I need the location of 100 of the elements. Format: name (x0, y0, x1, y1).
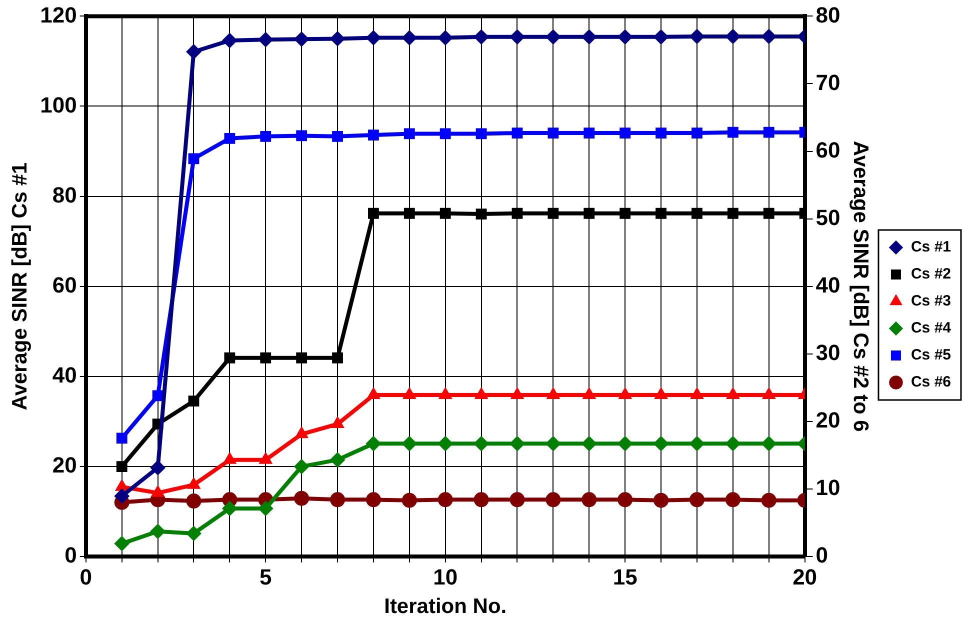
point (366, 436, 381, 452)
point (294, 32, 310, 47)
point (654, 436, 669, 452)
legend-label: Cs #5 (910, 346, 952, 364)
y-tick-label: 60 (52, 272, 77, 298)
point (224, 132, 236, 144)
x-tick-label: 5 (260, 564, 272, 590)
point (692, 208, 702, 219)
y2-tick-label: 0 (816, 542, 828, 568)
point (582, 436, 597, 452)
point (186, 44, 202, 60)
point (763, 126, 774, 138)
point (510, 436, 525, 452)
y-axis-title: Average SINR [dB] Cs #1 (8, 162, 32, 410)
point (584, 208, 595, 219)
point (296, 352, 308, 364)
x-tick-label: 15 (612, 564, 638, 590)
point (188, 396, 200, 407)
point (546, 388, 560, 400)
point (438, 388, 452, 400)
point (656, 128, 666, 138)
y2-tick-label: 30 (816, 340, 840, 365)
point (727, 208, 738, 219)
point (618, 29, 633, 44)
point (222, 500, 238, 516)
point (258, 500, 274, 516)
y-tick-label: 40 (52, 362, 77, 388)
point (546, 29, 561, 44)
y-tick-label: 0 (64, 542, 77, 568)
point (761, 436, 776, 452)
point (366, 388, 380, 400)
point (654, 492, 669, 508)
x-tick-label: 10 (433, 564, 458, 590)
point (689, 492, 704, 508)
point (368, 208, 379, 219)
point (692, 128, 702, 138)
point (294, 459, 310, 474)
point (260, 130, 272, 142)
point (762, 388, 776, 400)
point (618, 388, 632, 400)
x-axis-title: Iteration No. (384, 595, 507, 618)
point (438, 492, 453, 508)
point (150, 524, 166, 539)
point (402, 30, 417, 46)
point (188, 153, 200, 164)
point (440, 128, 451, 140)
point (440, 208, 451, 219)
point (438, 30, 453, 46)
point (476, 128, 487, 140)
point (726, 388, 740, 400)
legend-label: Cs #4 (910, 320, 952, 337)
point (690, 388, 704, 400)
point (330, 31, 346, 46)
point (330, 416, 344, 428)
point (114, 536, 130, 552)
y2-tick-label: 50 (816, 204, 840, 230)
point (368, 130, 379, 140)
point (476, 208, 487, 220)
y-tick-label: 80 (52, 182, 77, 208)
x-tick-label: 20 (792, 564, 818, 590)
point (725, 436, 740, 452)
point (258, 32, 274, 48)
point (761, 492, 776, 508)
point (295, 426, 308, 438)
point (584, 128, 595, 138)
point (330, 492, 346, 508)
point (548, 128, 559, 138)
point (512, 128, 523, 138)
y2-tick-label: 40 (816, 272, 840, 298)
point (512, 208, 523, 219)
point (548, 208, 559, 219)
point (654, 388, 668, 400)
point (582, 29, 597, 44)
y-tick-label: 120 (40, 2, 77, 28)
point (761, 28, 776, 44)
point (366, 492, 381, 508)
y-tick-label: 100 (40, 92, 77, 118)
point (620, 128, 631, 138)
point (296, 130, 308, 142)
point (725, 28, 740, 44)
point (725, 492, 740, 508)
point (404, 128, 415, 140)
point (689, 28, 704, 44)
legend-label: Cs #1 (910, 238, 952, 256)
point (114, 488, 130, 504)
point (402, 388, 416, 400)
point (438, 436, 453, 452)
point (186, 526, 202, 541)
point (224, 352, 236, 364)
point (620, 208, 631, 219)
point (654, 29, 669, 44)
point (727, 126, 738, 138)
point (186, 494, 202, 509)
point (656, 208, 666, 219)
y2-tick-label: 60 (816, 137, 840, 162)
x-tick-label: 0 (80, 564, 92, 590)
y2-axis-title: Average SINR [dB] Cs #2 to 6 (849, 140, 872, 432)
legend-label: Cs #3 (910, 292, 952, 310)
point (330, 452, 346, 468)
point (474, 436, 489, 452)
